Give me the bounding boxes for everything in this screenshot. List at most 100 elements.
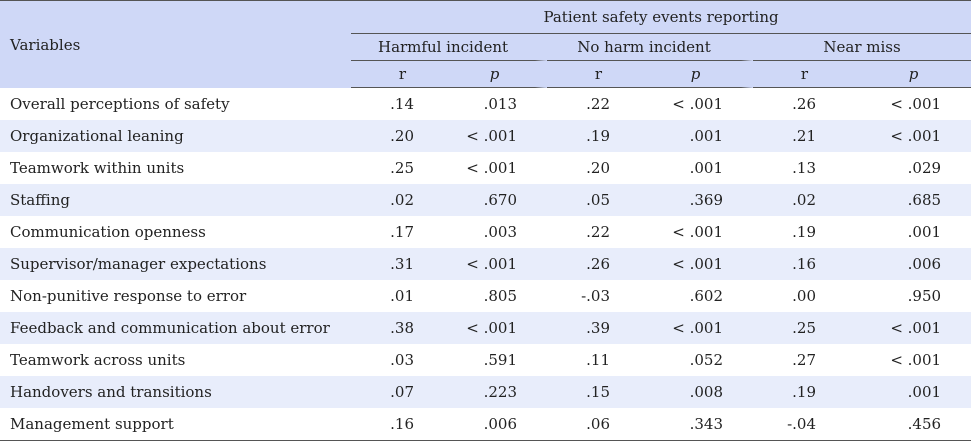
cell-near-miss-r: .19 xyxy=(753,376,856,408)
cell-near-miss-r: .02 xyxy=(753,184,856,216)
cell-near-miss-p: .950 xyxy=(856,280,971,312)
cell-no-harm-r: .05 xyxy=(547,184,650,216)
group-header: Patient safety events reporting xyxy=(351,0,971,34)
cell-harmful-r: .20 xyxy=(351,120,454,152)
row-label: Management support xyxy=(0,408,351,441)
cell-near-miss-p: .029 xyxy=(856,152,971,184)
cell-no-harm-p: .008 xyxy=(650,376,753,408)
subgroup-no-harm: No harm incident xyxy=(547,34,753,61)
cell-near-miss-p: .001 xyxy=(856,216,971,248)
cell-near-miss-r: .00 xyxy=(753,280,856,312)
cell-near-miss-r: .19 xyxy=(753,216,856,248)
table-row: Non-punitive response to error .01.805 -.0… xyxy=(0,280,971,312)
cell-harmful-r: .25 xyxy=(351,152,454,184)
cell-no-harm-p: .343 xyxy=(650,408,753,441)
cell-harmful-r: .02 xyxy=(351,184,454,216)
cell-no-harm-r: .39 xyxy=(547,312,650,344)
cell-no-harm-p: .602 xyxy=(650,280,753,312)
cell-harmful-r: .14 xyxy=(351,88,454,120)
stat-r-1: r xyxy=(351,61,454,88)
cell-harmful-r: .07 xyxy=(351,376,454,408)
cell-near-miss-p: .001 xyxy=(856,376,971,408)
cell-no-harm-p: .001 xyxy=(650,152,753,184)
table-row: Staffing .02.670.05.369.02.685 xyxy=(0,184,971,216)
table-row: Communication openness .17.003.22 < .001.1… xyxy=(0,216,971,248)
cell-harmful-r: .17 xyxy=(351,216,454,248)
cell-no-harm-r: .22 xyxy=(547,88,650,120)
table-header: Variables Patient safety events reportin… xyxy=(0,0,971,88)
cell-no-harm-p: < .001 xyxy=(650,248,753,280)
row-label: Non-punitive response to error xyxy=(0,280,351,312)
table-row: Organizational leaning .20 < .001.19.001.2… xyxy=(0,120,971,152)
cell-harmful-p: < .001 xyxy=(454,312,547,344)
cell-harmful-p: .223 xyxy=(454,376,547,408)
cell-near-miss-p: < .001 xyxy=(856,344,971,376)
cell-near-miss-r: .27 xyxy=(753,344,856,376)
table-row: Feedback and communication about error .3… xyxy=(0,312,971,344)
row-label: Overall perceptions of safety xyxy=(0,88,351,120)
cell-no-harm-r: .19 xyxy=(547,120,650,152)
row-label: Supervisor/manager expectations xyxy=(0,248,351,280)
cell-harmful-p: .591 xyxy=(454,344,547,376)
cell-no-harm-r: .20 xyxy=(547,152,650,184)
cell-near-miss-p: < .001 xyxy=(856,88,971,120)
cell-near-miss-r: .26 xyxy=(753,88,856,120)
cell-no-harm-r: .11 xyxy=(547,344,650,376)
cell-near-miss-p: .006 xyxy=(856,248,971,280)
subgroup-near-miss: Near miss xyxy=(753,34,971,61)
stat-r-3: r xyxy=(753,61,856,88)
cell-near-miss-p: .685 xyxy=(856,184,971,216)
table-row: Overall perceptions of safety .14.013.22 <… xyxy=(0,88,971,120)
table-row: Teamwork within units .25 < .001.20.001.13… xyxy=(0,152,971,184)
cell-harmful-r: .03 xyxy=(351,344,454,376)
stat-p-3: p xyxy=(856,61,971,88)
cell-no-harm-r: -.03 xyxy=(547,280,650,312)
cell-no-harm-p: .001 xyxy=(650,120,753,152)
cell-harmful-r: .38 xyxy=(351,312,454,344)
cell-near-miss-p: < .001 xyxy=(856,120,971,152)
cell-no-harm-r: .26 xyxy=(547,248,650,280)
cell-no-harm-p: .052 xyxy=(650,344,753,376)
variables-header: Variables xyxy=(0,0,351,88)
cell-near-miss-r: -.04 xyxy=(753,408,856,441)
cell-no-harm-p: < .001 xyxy=(650,216,753,248)
cell-harmful-r: .01 xyxy=(351,280,454,312)
cell-harmful-p: < .001 xyxy=(454,152,547,184)
cell-near-miss-p: .456 xyxy=(856,408,971,441)
table-body: Overall perceptions of safety .14.013.22 <… xyxy=(0,88,971,441)
table-row: Teamwork across units .03.591.11.052.27 < … xyxy=(0,344,971,376)
cell-harmful-p: .670 xyxy=(454,184,547,216)
cell-no-harm-r: .15 xyxy=(547,376,650,408)
row-label: Teamwork within units xyxy=(0,152,351,184)
stat-r-2: r xyxy=(547,61,650,88)
cell-harmful-p: .805 xyxy=(454,280,547,312)
row-label: Feedback and communication about error xyxy=(0,312,351,344)
cell-harmful-p: < .001 xyxy=(454,248,547,280)
subgroup-harmful: Harmful incident xyxy=(351,34,547,61)
cell-harmful-p: .003 xyxy=(454,216,547,248)
cell-harmful-p: .013 xyxy=(454,88,547,120)
cell-near-miss-r: .16 xyxy=(753,248,856,280)
row-label: Organizational leaning xyxy=(0,120,351,152)
cell-harmful-r: .16 xyxy=(351,408,454,441)
cell-near-miss-r: .25 xyxy=(753,312,856,344)
cell-harmful-p: < .001 xyxy=(454,120,547,152)
stat-p-1: p xyxy=(454,61,547,88)
stat-p-2: p xyxy=(650,61,753,88)
row-label: Communication openness xyxy=(0,216,351,248)
cell-harmful-p: .006 xyxy=(454,408,547,441)
cell-near-miss-p: < .001 xyxy=(856,312,971,344)
table-row: Handovers and transitions .07.223.15.008.… xyxy=(0,376,971,408)
row-label: Handovers and transitions xyxy=(0,376,351,408)
cell-near-miss-r: .13 xyxy=(753,152,856,184)
cell-no-harm-p: .369 xyxy=(650,184,753,216)
cell-harmful-r: .31 xyxy=(351,248,454,280)
cell-no-harm-r: .06 xyxy=(547,408,650,441)
cell-no-harm-r: .22 xyxy=(547,216,650,248)
table-row: Management support .16.006.06.343 -.04.456 xyxy=(0,408,971,441)
row-label: Staffing xyxy=(0,184,351,216)
row-label: Teamwork across units xyxy=(0,344,351,376)
cell-no-harm-p: < .001 xyxy=(650,88,753,120)
